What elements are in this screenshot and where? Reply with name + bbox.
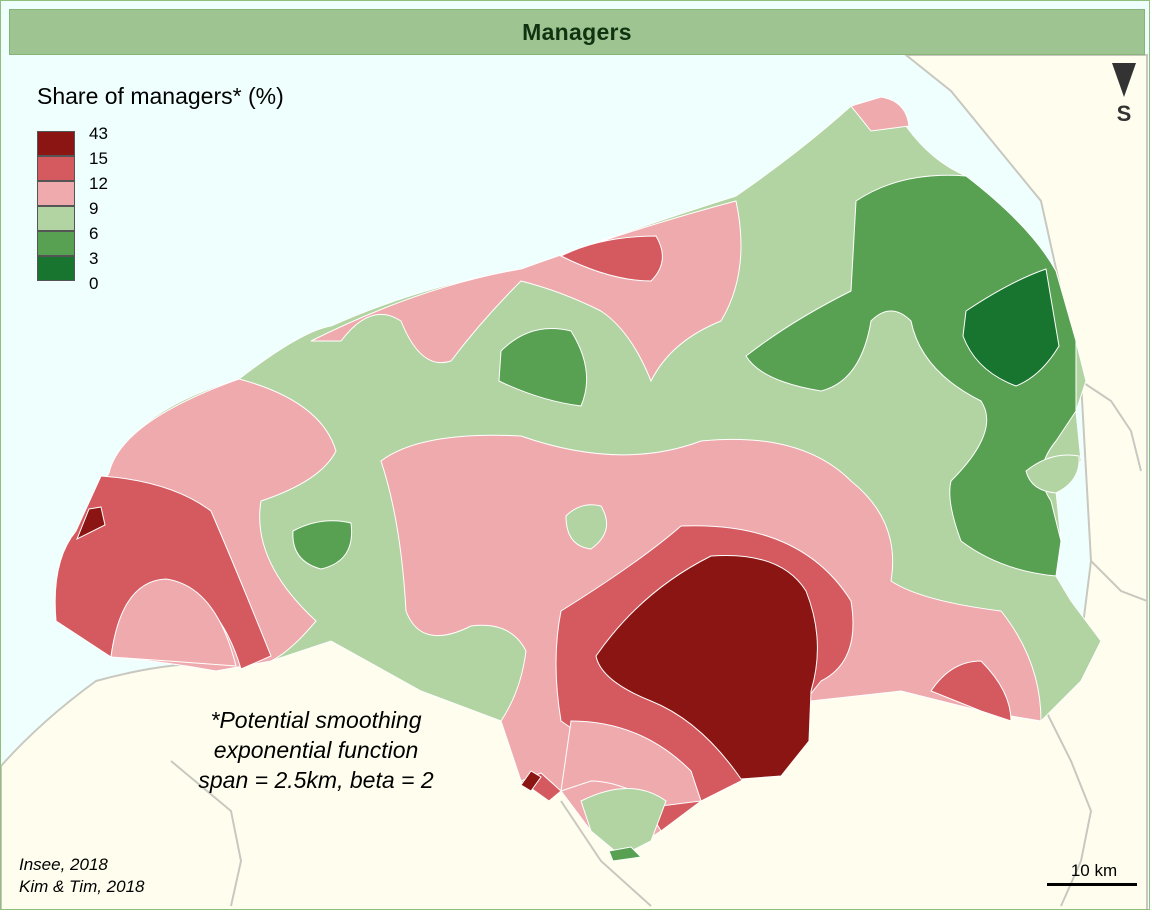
zone-green-north	[498, 328, 588, 407]
legend-swatch-6	[37, 256, 75, 281]
source-credits: Insee, 2018 Kim & Tim, 2018	[19, 854, 145, 898]
legend-swatch-1	[37, 131, 75, 156]
legend-break-3: 12	[89, 174, 108, 193]
legend-title: Share of managers* (%)	[37, 83, 284, 109]
zone-red-east	[930, 660, 1012, 722]
note-line-3: span = 2.5km, beta = 2	[198, 767, 434, 793]
zone-green-west	[292, 520, 353, 570]
title-bar: Managers	[9, 9, 1145, 55]
zone-darkred-west	[76, 506, 106, 541]
north-arrow-label: S	[1116, 101, 1132, 126]
note-line-2: exponential function	[213, 737, 419, 763]
border-lines	[170, 380, 1148, 907]
zone-green-island-center	[565, 504, 608, 550]
zone-green-light-east	[1025, 454, 1080, 494]
map-title: Managers	[522, 18, 632, 45]
zone-green-south	[580, 788, 667, 857]
note-line-1: *Potential smoothing	[210, 707, 422, 733]
zone-pink-inner-south	[560, 720, 702, 807]
legend-break-6: 3	[89, 249, 99, 268]
zone-darkgreen-east	[962, 268, 1060, 387]
zone-pink-northeast	[850, 96, 910, 132]
zone-green-east	[745, 174, 1077, 577]
north-arrow-icon	[1112, 63, 1136, 97]
smoothing-note: *Potential smoothing exponential functio…	[151, 705, 481, 795]
legend-break-5: 6	[89, 224, 99, 243]
legend-break-7: 0	[89, 274, 99, 293]
legend-swatch-2	[37, 156, 75, 181]
zone-darkred-small	[520, 770, 542, 792]
scale-line	[1047, 883, 1137, 886]
legend-break-4: 9	[89, 199, 99, 218]
legend-swatch-3	[37, 181, 75, 206]
north-arrow: S	[1109, 63, 1139, 127]
zone-pink-inner-west	[110, 578, 237, 667]
scale-bar: 10 km	[1047, 861, 1137, 886]
legend-break-1: 43	[89, 124, 108, 143]
zone-darkred-core	[595, 554, 818, 780]
legend-break-2: 15	[89, 149, 108, 168]
legend-swatch-4	[37, 206, 75, 231]
legend-swatch-5	[37, 231, 75, 256]
zone-red-north	[559, 235, 663, 282]
scale-label: 10 km	[1070, 861, 1118, 880]
zone-green-tiny	[608, 846, 643, 862]
source-line-1: Insee, 2018	[19, 855, 108, 874]
source-line-2: Kim & Tim, 2018	[19, 877, 145, 896]
